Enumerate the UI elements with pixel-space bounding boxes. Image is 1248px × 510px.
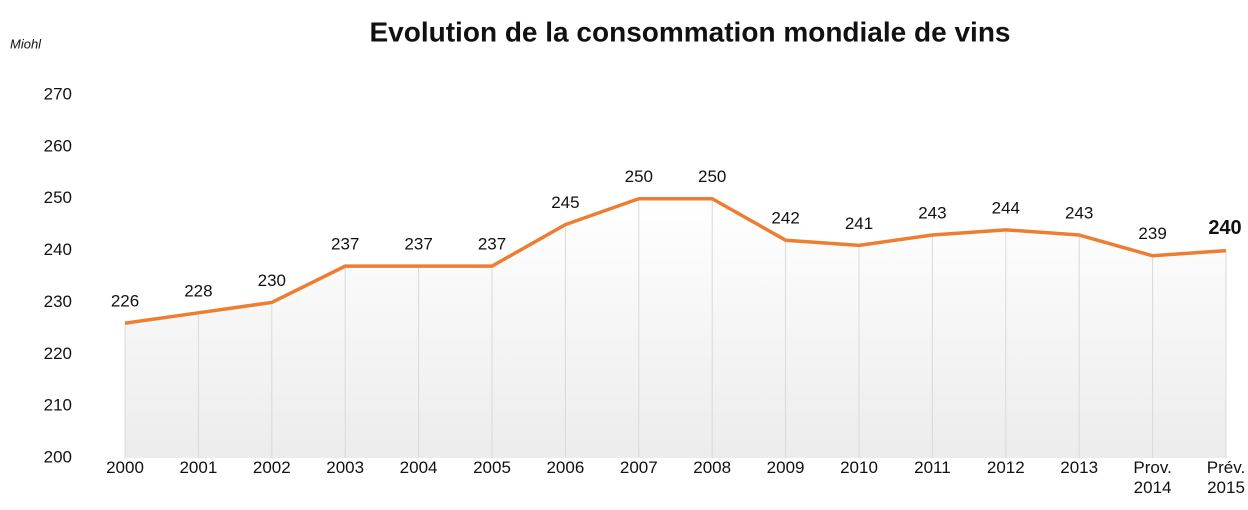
data-label: 241	[845, 214, 873, 233]
data-label: 243	[1065, 203, 1093, 222]
y-tick-label: 210	[44, 396, 72, 415]
y-tick-label: 200	[44, 447, 72, 466]
x-tick-label: 2009	[766, 458, 805, 477]
data-label: 239	[1138, 224, 1166, 243]
data-label: 245	[551, 193, 579, 212]
chart-title: Evolution de la consommation mondiale de…	[370, 16, 1011, 47]
data-label: 244	[992, 198, 1020, 217]
y-tick-label: 240	[44, 240, 72, 259]
data-label: 237	[404, 235, 432, 254]
x-tick-label: 2005	[473, 458, 511, 477]
data-label: 237	[478, 235, 506, 254]
y-tick-label: 260	[44, 136, 72, 155]
data-label: 250	[625, 167, 653, 186]
x-tick-label: 2002	[252, 458, 291, 477]
y-tick-label: 230	[44, 292, 72, 311]
data-label: 243	[918, 203, 946, 222]
x-tick-label: Prév. 2015	[1206, 458, 1246, 497]
x-tick-label: 2001	[179, 458, 218, 477]
y-tick-label: 270	[44, 84, 72, 103]
line	[124, 196, 1227, 325]
x-tick-label: 2013	[1060, 458, 1099, 477]
data-label: 250	[698, 167, 726, 186]
x-tick-label: 2000	[106, 458, 144, 477]
x-tick-label: 2007	[619, 458, 658, 477]
x-tick-label: 2012	[986, 458, 1025, 477]
x-tick-label: 2010	[840, 458, 878, 477]
data-label: 230	[258, 271, 286, 290]
data-label: 240	[1208, 217, 1241, 239]
x-tick-label: Prov. 2014	[1133, 458, 1172, 497]
x-tick-label: 2011	[914, 458, 951, 477]
y-tick-label: 220	[44, 344, 72, 363]
area	[125, 198, 1226, 458]
x-tick-label: 2008	[693, 458, 732, 477]
data-label: 226	[111, 292, 139, 311]
x-tick-label: 2003	[326, 458, 365, 477]
y-tick-label: 250	[44, 188, 72, 207]
data-label: 242	[771, 209, 799, 228]
data-label: 228	[184, 281, 212, 300]
x-tick-label: 2006	[546, 458, 585, 477]
x-tick-label: 2004	[399, 458, 438, 477]
data-label: 237	[331, 235, 359, 254]
y-unit: Miohl	[10, 36, 42, 51]
